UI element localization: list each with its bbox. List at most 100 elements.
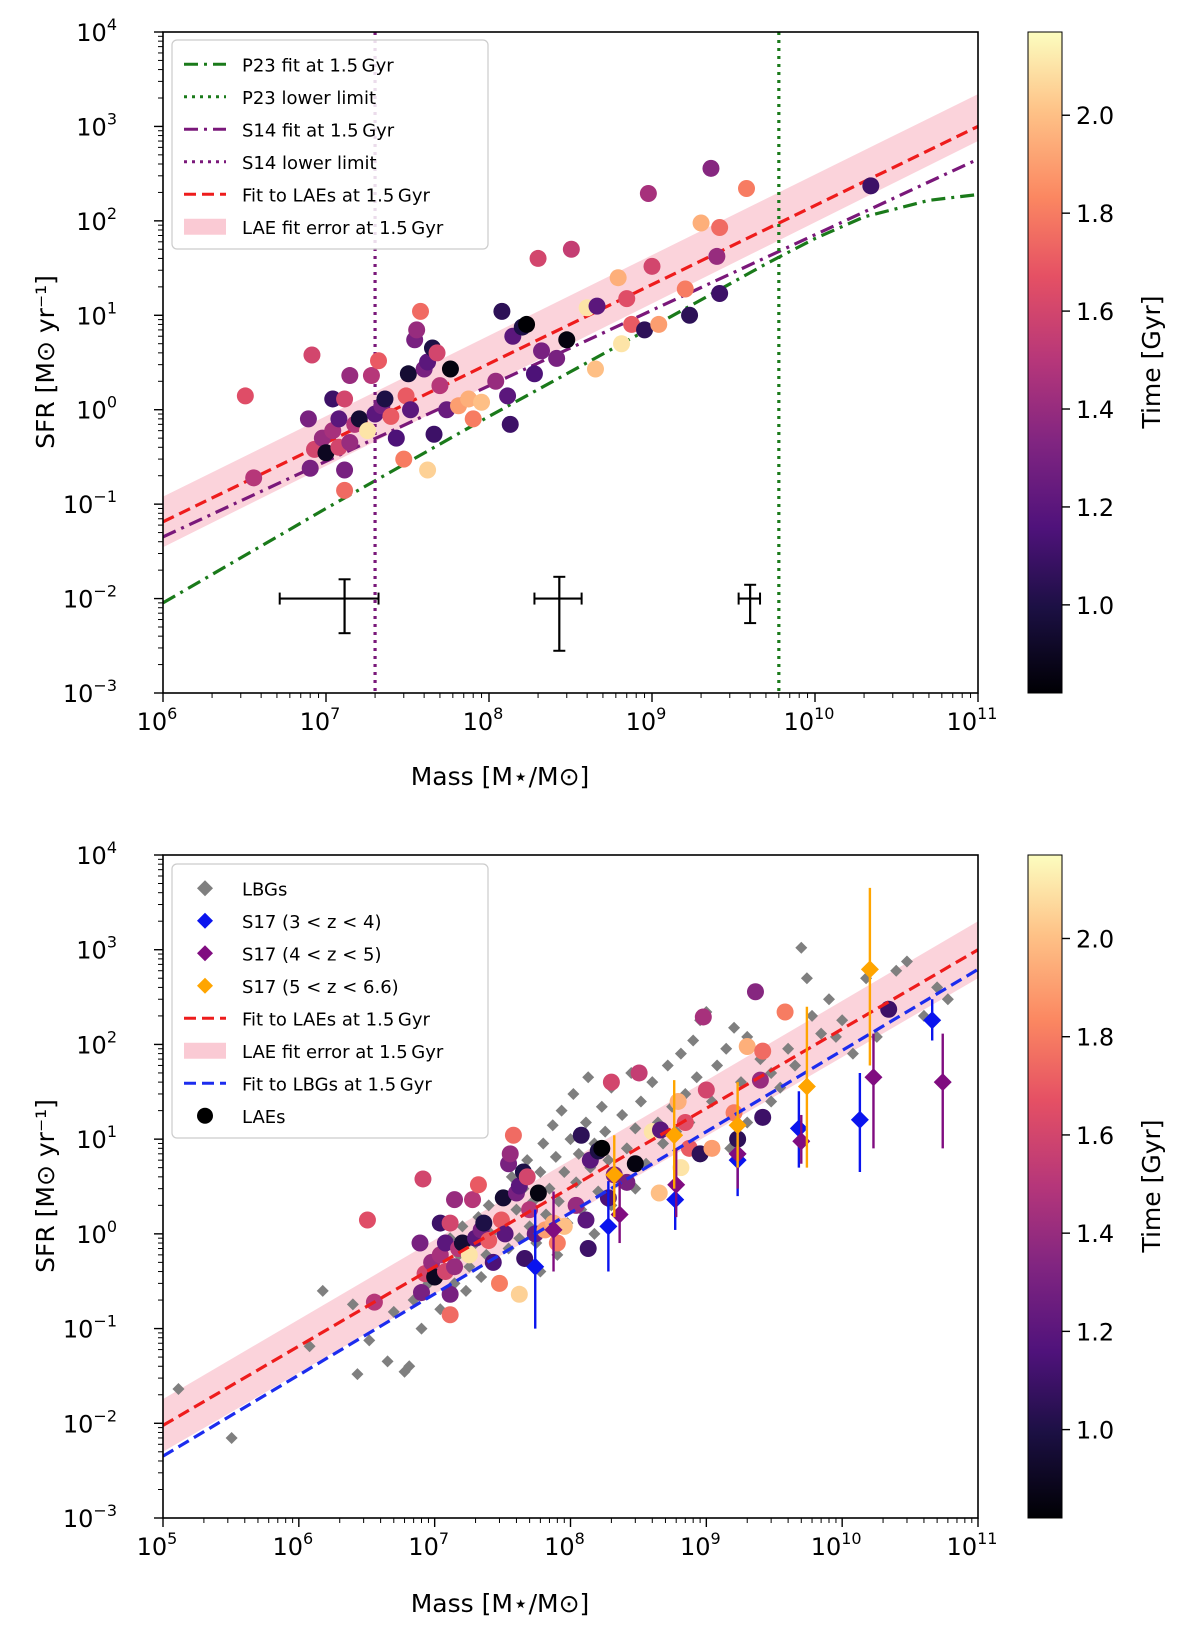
lbg-point [900,955,913,968]
lae-point [579,1240,597,1258]
lbg-point [403,1360,416,1373]
lae-point [402,401,420,419]
lae-point [586,360,604,378]
lbg-point [456,1220,469,1233]
top-colorbar-tick-label: 1.6 [1076,298,1114,326]
lbg-point [521,1154,534,1167]
s17-point [797,1077,816,1096]
lbg-point [836,1014,849,1027]
bottom-y-tick-label: 10−1 [63,1312,117,1344]
bottom-x-tick-label: 1010 [811,1529,862,1561]
lae-point [516,1249,534,1267]
lae-point [548,349,566,367]
lae-point [428,344,446,362]
lae-point [643,257,661,275]
lae-point [441,360,459,378]
lbg-point [690,1071,703,1084]
top-legend: P23 fit at 1.5 Gyr P23 lower limit S14 fit… [171,39,489,250]
lae-point [681,306,699,324]
s17-point [599,1217,618,1236]
top-y-tick-label: 10−3 [63,676,117,708]
top-y-tick-exponent: 1 [107,298,117,317]
top-x-tick-label: 109 [626,704,667,736]
lae-point [518,1168,536,1186]
top-legend-label: Fit to LAEs at 1.5 Gyr [242,185,430,206]
lbg-point [765,1095,778,1108]
lae-point [303,346,321,364]
bottom-y-tick-exponent: 4 [107,838,117,857]
bottom-y-tick-label: 100 [76,1217,117,1249]
bottom-legend-label: LAE fit error at 1.5 Gyr [242,1042,444,1063]
lae-point [330,410,348,428]
lae-point [703,1139,721,1157]
lae-point [669,1092,687,1110]
lae-point [425,425,443,443]
bottom-legend-circle [197,1107,213,1124]
lbg-point [555,1104,568,1117]
top-y-tick-exponent: 0 [107,393,117,412]
bottom-legend-band-swatch [184,1042,226,1059]
fit-line [163,948,978,1427]
lae-point [510,1285,528,1303]
lae-point [711,285,729,303]
lbg-point [616,1108,629,1121]
bottom-x-tick-label: 107 [408,1529,449,1561]
top-x-axis-label: Mass [M⋆/M⊙] [411,762,590,791]
top-y-tick-exponent: −1 [93,487,117,506]
s17-point [605,1165,624,1184]
lbg-point [546,1119,559,1132]
lbg-point [646,1076,659,1089]
top-colorbar-tick-label: 1.8 [1076,200,1114,228]
lae-point [236,387,254,405]
lae-point [676,280,694,298]
lae-point [676,1113,694,1131]
bottom-colorbar-tick-label: 1.0 [1076,1417,1114,1445]
bottom-y-tick-label: 102 [76,1027,117,1059]
top-legend-label: P23 lower limit [242,88,376,109]
lbg-point [316,1284,329,1297]
lae-point [630,1064,648,1082]
bottom-x-tick-label: 105 [137,1529,178,1561]
bottom-colorbar-tick-label: 1.8 [1076,1024,1114,1052]
lbg-point [552,1195,565,1208]
lbg-point [475,1271,488,1284]
lbg-point [795,941,808,954]
bottom-legend-diamond [197,977,213,994]
lae-point [639,184,657,202]
top-y-tick-label: 102 [76,204,117,236]
lae-point [412,302,430,320]
top-colorbar-tick-label: 2.0 [1076,102,1114,130]
top-y-tick-label: 101 [76,298,117,330]
bottom-x-tick-exponent: 6 [303,1529,313,1548]
lbg-point [549,1150,562,1163]
lae-point [358,1211,376,1229]
lbg-point [579,1116,592,1129]
bottom-colorbar-tick-label: 1.4 [1076,1220,1114,1248]
bottom-legend-label: Fit to LBGs at 1.5 Gyr [242,1074,432,1095]
lae-point [324,390,342,408]
lae-point [299,410,317,428]
bottom-y-tick-label: 103 [76,933,117,965]
bottom-x-tick-exponent: 9 [711,1529,721,1548]
lae-point [419,461,437,479]
lae-point [776,1003,794,1021]
lae-point [441,1214,459,1232]
bottom-panel: 105 106 107 108 109 1010 101110−310−210−110010… [31,838,1166,1618]
lbg-point [558,1165,571,1178]
lae-point [370,352,388,370]
s17-point [860,960,879,979]
bottom-x-tick-label: 109 [680,1529,721,1561]
fit-line [163,157,978,539]
lae-point [336,390,354,408]
lae-point [697,1081,715,1099]
lae-point [414,1170,432,1188]
lae-point [493,302,511,320]
s17-point [933,1073,952,1092]
bottom-x-tick-label: 1011 [947,1529,998,1561]
lae-point [341,433,359,451]
lbg-point [415,1322,428,1335]
bottom-y-tick-label: 104 [76,838,117,870]
lbg-point [800,972,813,985]
lbg-point [806,1009,819,1022]
lae-point [626,1155,644,1173]
